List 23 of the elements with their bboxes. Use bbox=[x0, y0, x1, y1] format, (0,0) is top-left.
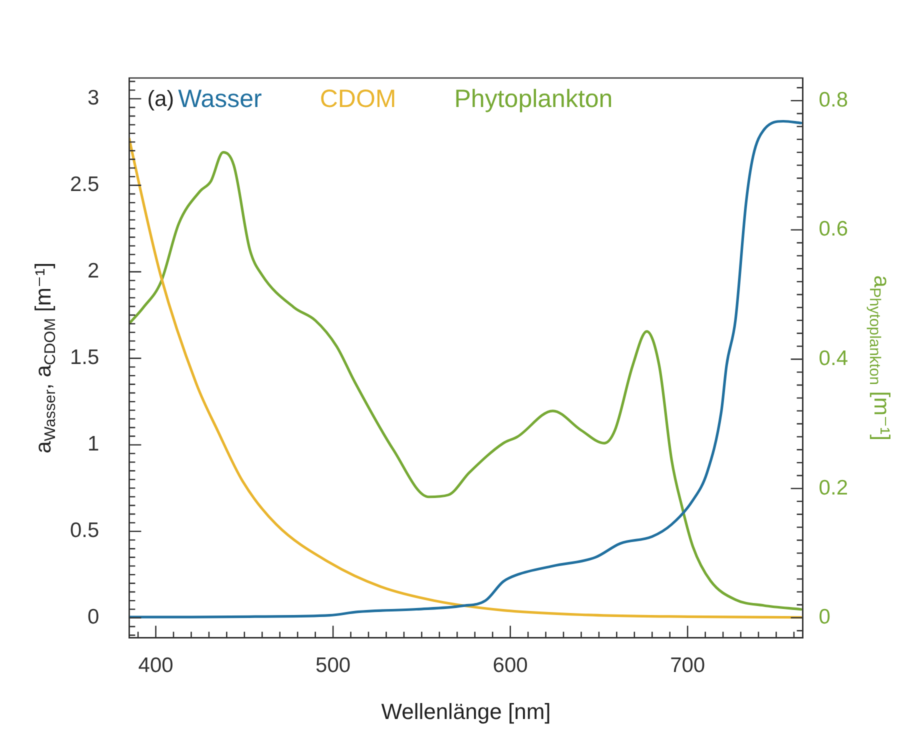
x-tick-label: 500 bbox=[316, 654, 351, 678]
y-axis-title: aWasser, aCDOM [m⁻¹] bbox=[30, 262, 60, 454]
x-tick-label: 600 bbox=[492, 654, 528, 678]
y-tick-label: 1.5 bbox=[70, 346, 100, 370]
y2-tick-label: 0.2 bbox=[818, 476, 848, 500]
y-tick-label: 3 bbox=[88, 86, 100, 110]
y2-tick-label: 0.6 bbox=[818, 218, 848, 241]
text: CDOM bbox=[320, 84, 396, 113]
text: Phytoplankton bbox=[454, 84, 613, 113]
x-tick-label: 400 bbox=[138, 654, 174, 678]
y-tick-label: 0.5 bbox=[70, 519, 100, 542]
y-tick-label: 1 bbox=[88, 432, 100, 456]
y-tick-label: 2 bbox=[88, 260, 100, 283]
y-tick-label: 2.5 bbox=[70, 173, 100, 196]
x-axis-title: Wellenlänge [nm] bbox=[381, 698, 551, 724]
annotation: (a) bbox=[147, 86, 174, 112]
text: Wasser bbox=[178, 84, 262, 113]
x-tick-label: 700 bbox=[670, 654, 706, 678]
y2-axis-title: aPhytoplankton [m⁻¹] bbox=[866, 275, 895, 441]
y2-tick-label: 0 bbox=[818, 606, 830, 629]
y2-tick-label: 0.4 bbox=[818, 346, 848, 370]
y-tick-label: 0 bbox=[88, 606, 100, 629]
y2-tick-label: 0.8 bbox=[818, 88, 848, 112]
